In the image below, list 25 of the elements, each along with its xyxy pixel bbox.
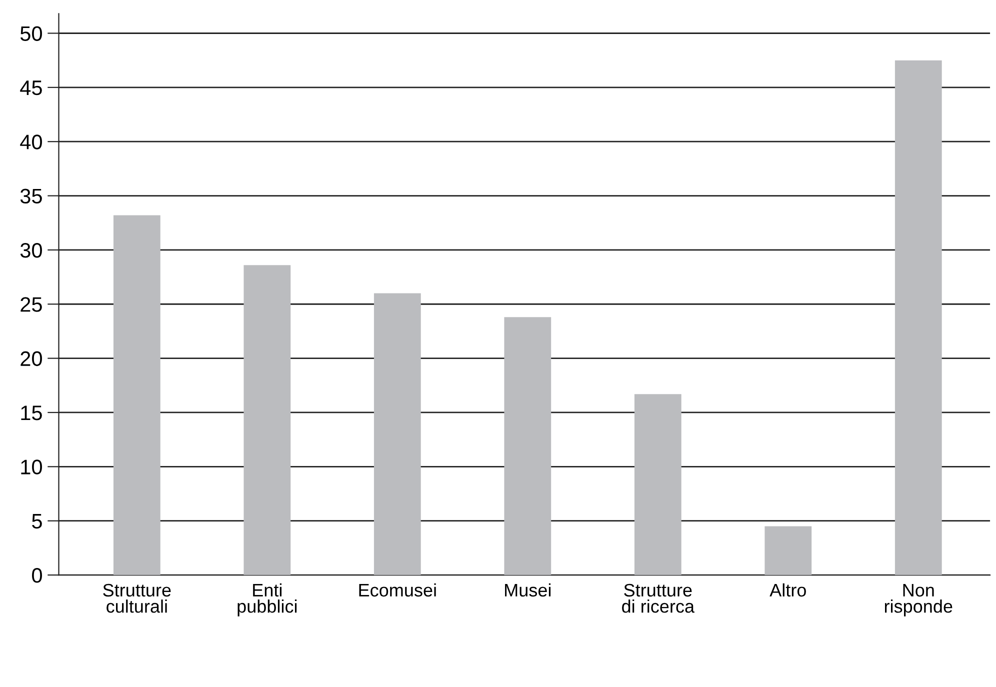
y-tick-label: 35 [20, 188, 42, 204]
y-tick-label: 45 [20, 80, 42, 96]
x-tick-label: Enti pubblici [238, 583, 297, 616]
y-tick-label: 30 [20, 242, 42, 258]
x-tick-label: Altro [770, 583, 806, 597]
y-tick-label: 5 [32, 514, 42, 529]
x-tick-label: Strutture culturali [103, 584, 171, 613]
x-tick-label: Ecomusei [359, 583, 436, 597]
y-tick-label: 40 [20, 134, 42, 150]
bar [113, 215, 160, 576]
y-tick-label: 25 [20, 297, 42, 312]
bar [244, 265, 291, 576]
bar [374, 293, 421, 576]
x-tick-label: Strutture di ricerca [622, 584, 695, 613]
bar [634, 394, 682, 576]
y-tick-label: 15 [21, 406, 42, 420]
y-tick-label: 10 [21, 460, 42, 474]
y-tick-label: 0 [32, 568, 42, 583]
bar [504, 317, 552, 576]
bar [764, 526, 812, 576]
x-tick-label: Musei [505, 583, 551, 597]
y-tick-label: 50 [20, 26, 42, 41]
y-tick-label: 20 [20, 351, 42, 366]
bar [894, 60, 942, 576]
x-tick-label: Non risponde [884, 584, 952, 616]
